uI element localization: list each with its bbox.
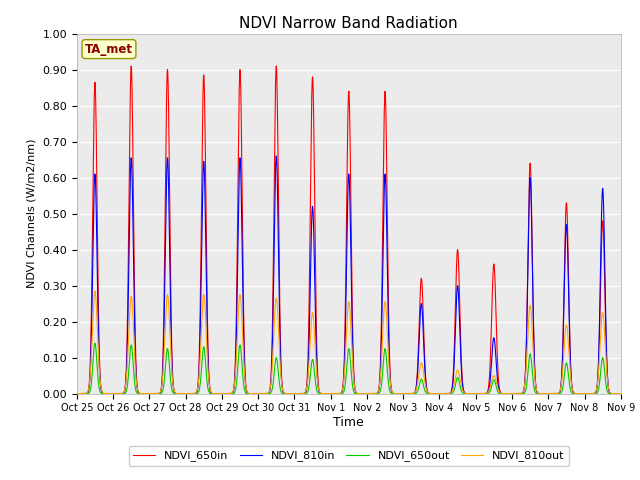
NDVI_810in bbox=[472, 391, 479, 396]
NDVI_810out bbox=[472, 391, 479, 396]
Line: NDVI_810out: NDVI_810out bbox=[77, 291, 621, 394]
NDVI_650in bbox=[184, 391, 191, 396]
NDVI_810out bbox=[73, 391, 81, 396]
NDVI_650in bbox=[276, 341, 284, 347]
NDVI_810in bbox=[273, 153, 280, 159]
NDVI_650in bbox=[617, 391, 625, 396]
NDVI_810in bbox=[424, 390, 431, 396]
Text: TA_met: TA_met bbox=[85, 43, 133, 56]
NDVI_810in bbox=[615, 391, 623, 396]
NDVI_810in bbox=[501, 391, 509, 396]
Y-axis label: NDVI Channels (W/m2/nm): NDVI Channels (W/m2/nm) bbox=[27, 139, 36, 288]
Line: NDVI_650out: NDVI_650out bbox=[77, 343, 621, 394]
NDVI_650in bbox=[615, 391, 623, 396]
Legend: NDVI_650in, NDVI_810in, NDVI_650out, NDVI_810out: NDVI_650in, NDVI_810in, NDVI_650out, NDV… bbox=[129, 446, 569, 466]
NDVI_810out bbox=[189, 391, 197, 396]
NDVI_650in bbox=[436, 391, 444, 396]
NDVI_650out bbox=[615, 391, 623, 396]
NDVI_650out bbox=[276, 387, 284, 393]
Title: NDVI Narrow Band Radiation: NDVI Narrow Band Radiation bbox=[239, 16, 458, 31]
X-axis label: Time: Time bbox=[333, 416, 364, 429]
NDVI_650in bbox=[501, 391, 509, 396]
NDVI_650out bbox=[472, 391, 479, 396]
NDVI_650in bbox=[127, 63, 135, 69]
NDVI_650in bbox=[424, 389, 431, 395]
NDVI_810out bbox=[424, 390, 431, 396]
NDVI_810out bbox=[184, 391, 191, 396]
NDVI_650out bbox=[424, 391, 431, 396]
NDVI_810out bbox=[501, 391, 509, 396]
NDVI_650out bbox=[501, 391, 509, 396]
Line: NDVI_650in: NDVI_650in bbox=[77, 66, 621, 394]
NDVI_650out bbox=[73, 391, 81, 396]
Line: NDVI_810in: NDVI_810in bbox=[77, 156, 621, 394]
NDVI_810in bbox=[73, 391, 81, 396]
NDVI_650out bbox=[184, 391, 191, 396]
NDVI_650out bbox=[617, 391, 625, 396]
NDVI_650in bbox=[189, 391, 197, 396]
NDVI_810in bbox=[184, 391, 191, 396]
NDVI_650out bbox=[91, 340, 99, 346]
NDVI_810out bbox=[617, 391, 625, 396]
NDVI_650out bbox=[189, 391, 197, 396]
NDVI_810in bbox=[276, 355, 284, 360]
NDVI_810out bbox=[615, 391, 623, 396]
NDVI_810in bbox=[189, 391, 197, 396]
NDVI_810out bbox=[91, 288, 99, 294]
NDVI_650in bbox=[73, 391, 81, 396]
NDVI_810in bbox=[617, 391, 625, 396]
NDVI_810out bbox=[276, 367, 284, 373]
